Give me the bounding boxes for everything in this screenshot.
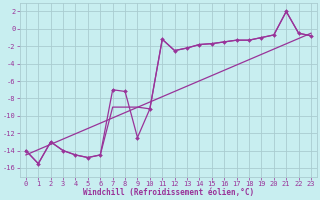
X-axis label: Windchill (Refroidissement éolien,°C): Windchill (Refroidissement éolien,°C)	[83, 188, 254, 197]
